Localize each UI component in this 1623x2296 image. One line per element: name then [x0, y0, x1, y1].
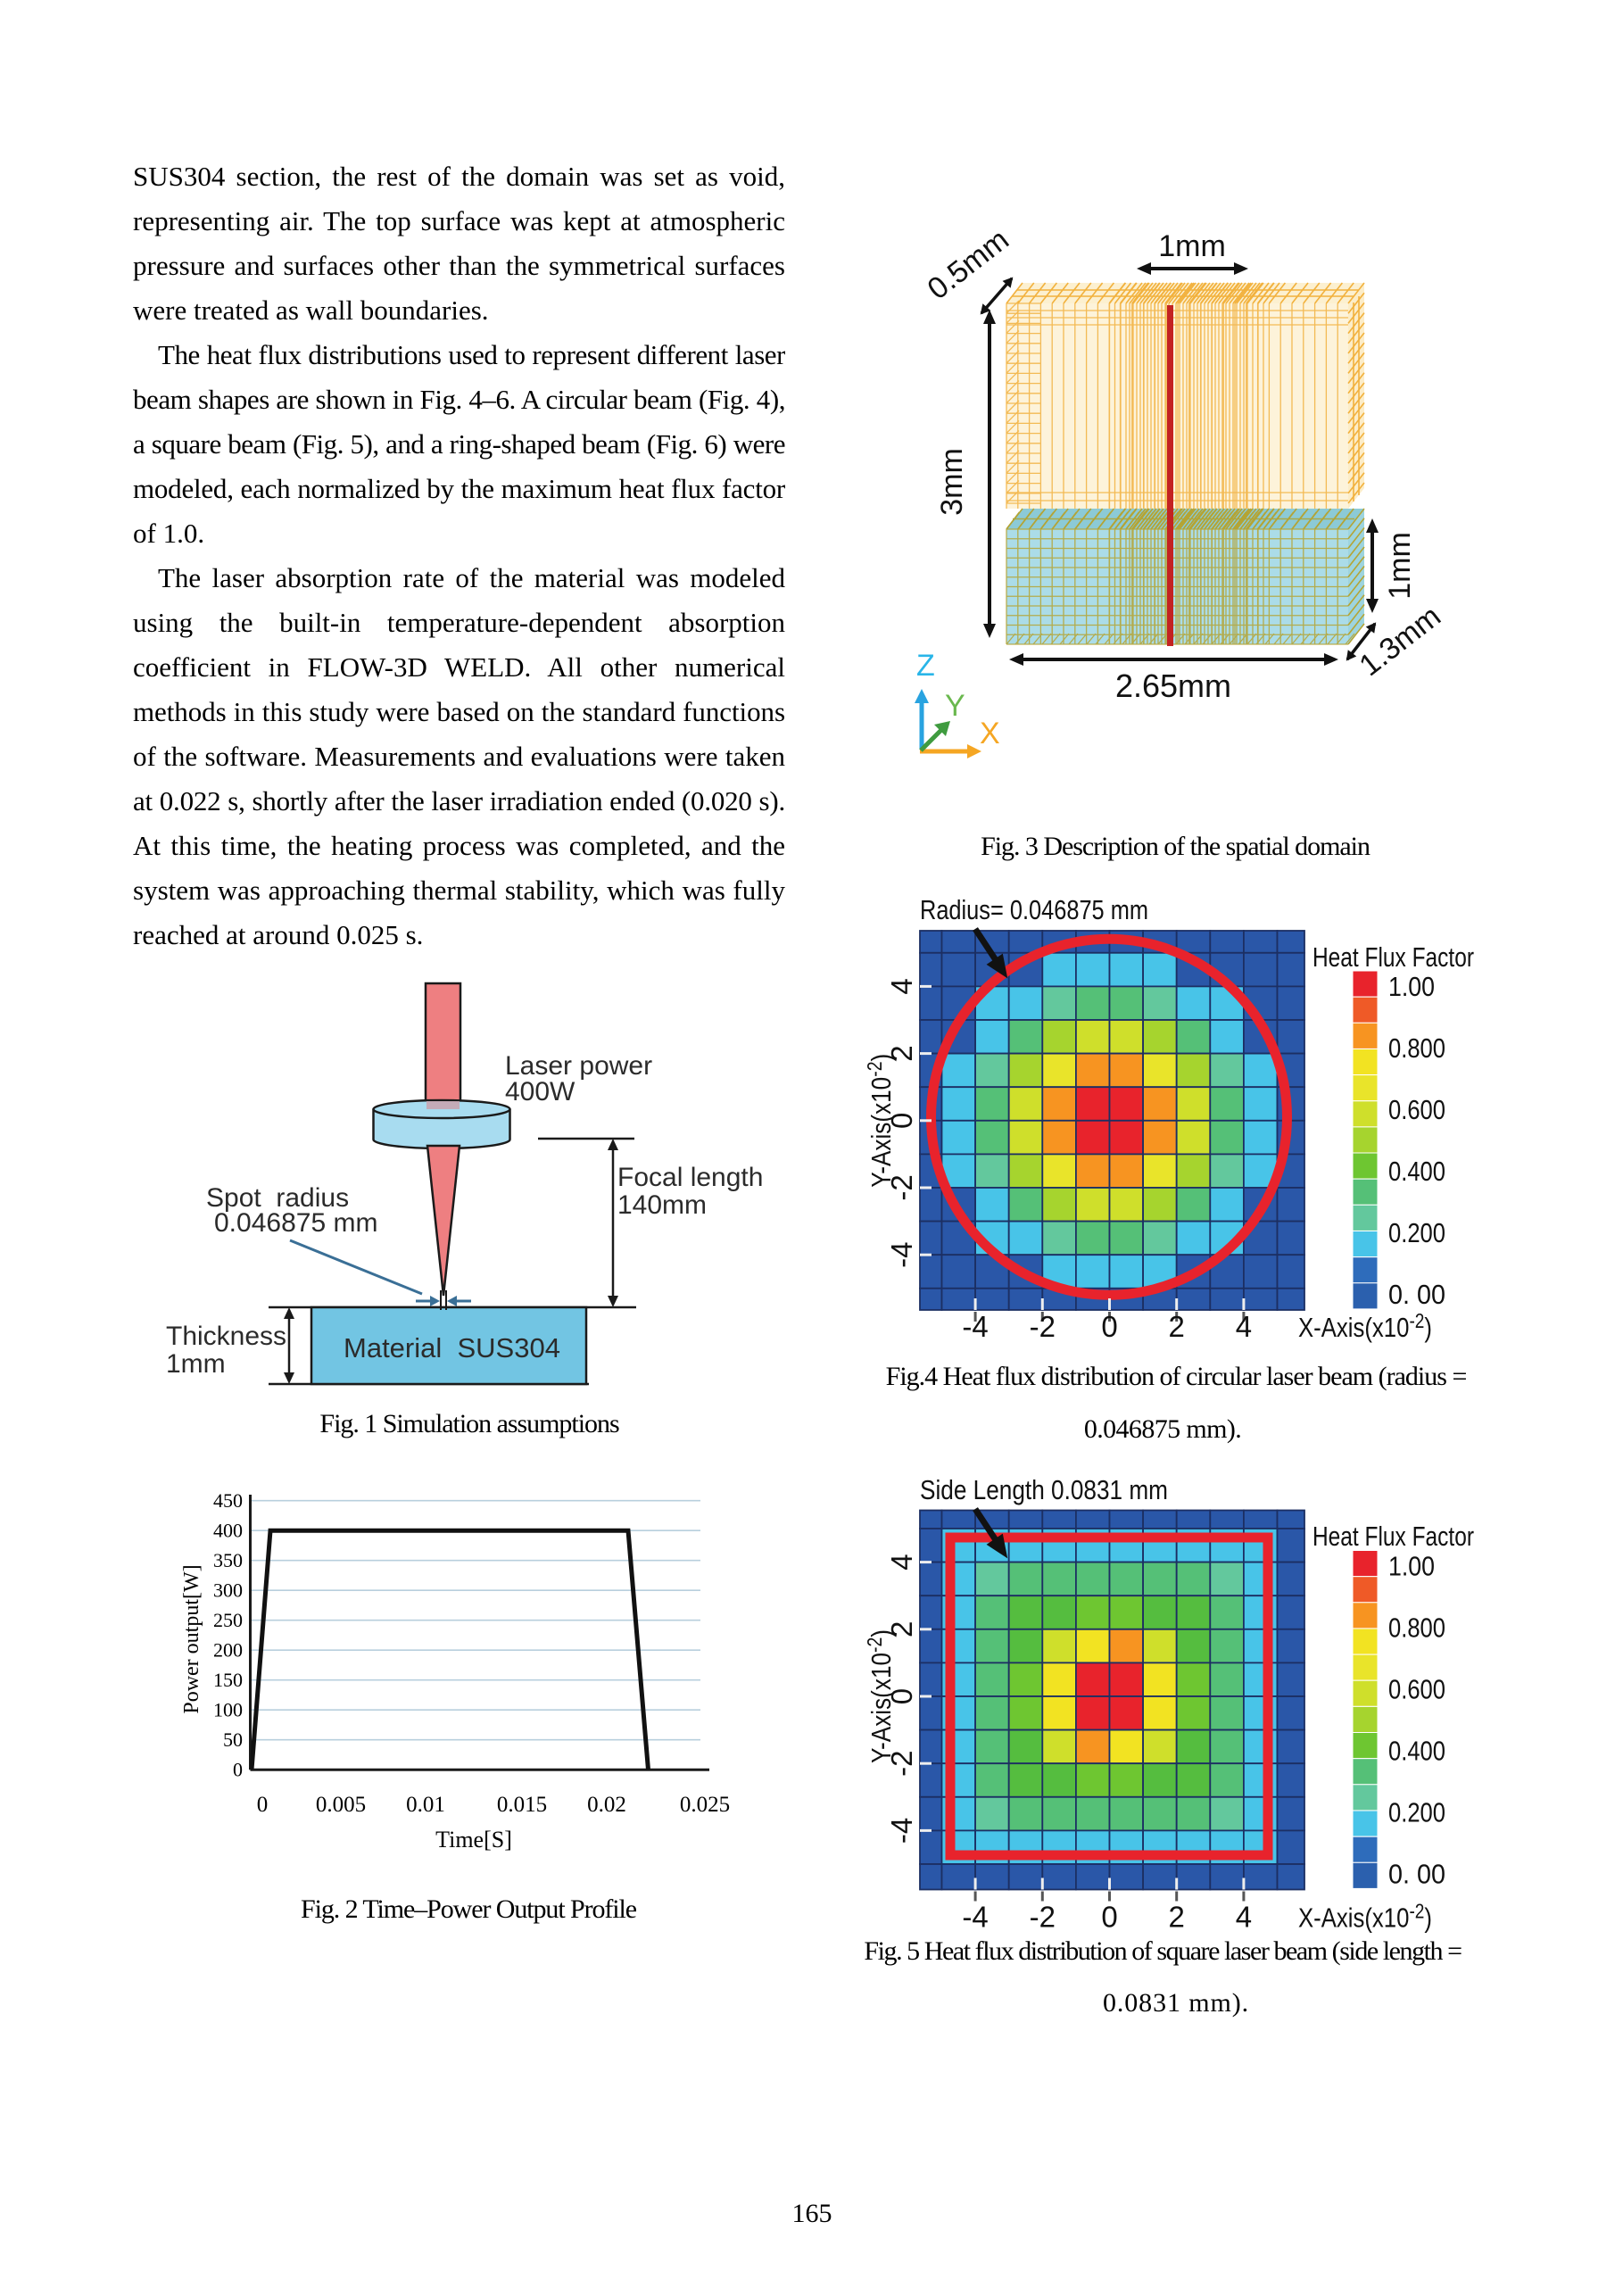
svg-text:200: 200	[213, 1639, 243, 1662]
svg-text:Y-Axis(x10-2): Y-Axis(x10-2)	[863, 1054, 897, 1188]
svg-text:Power output[W]: Power output[W]	[180, 1564, 203, 1713]
svg-text:0.025: 0.025	[680, 1793, 730, 1817]
svg-text:0.005: 0.005	[316, 1793, 366, 1817]
svg-text:-4: -4	[962, 1310, 988, 1343]
svg-text:300: 300	[213, 1579, 243, 1602]
svg-text:0: 0	[885, 1688, 918, 1704]
svg-text:0.600: 0.600	[1388, 1094, 1445, 1125]
svg-text:Z: Z	[916, 649, 935, 683]
svg-text:1mm: 1mm	[1158, 229, 1226, 263]
svg-text:4: 4	[1236, 1310, 1252, 1343]
svg-text:4: 4	[1236, 1901, 1252, 1934]
svg-text:Laser power: Laser power	[505, 1051, 652, 1081]
svg-text:0: 0	[1101, 1901, 1117, 1934]
svg-text:100: 100	[213, 1699, 243, 1721]
svg-text:-2: -2	[1030, 1310, 1056, 1343]
svg-text:3mm: 3mm	[935, 448, 969, 516]
svg-text:Material SUS304: Material SUS304	[344, 1332, 560, 1364]
svg-text:1.3mm: 1.3mm	[1354, 599, 1447, 683]
svg-text:1mm: 1mm	[166, 1349, 226, 1379]
svg-text:0: 0	[1101, 1310, 1117, 1343]
svg-text:140mm: 140mm	[617, 1190, 707, 1220]
svg-text:Focal length: Focal length	[617, 1163, 763, 1192]
svg-text:0.02: 0.02	[587, 1793, 626, 1817]
svg-text:0.800: 0.800	[1388, 1032, 1445, 1064]
svg-text:2: 2	[885, 1621, 918, 1637]
svg-text:-4: -4	[885, 1818, 918, 1844]
svg-text:0.01: 0.01	[406, 1793, 445, 1817]
svg-text:0. 00: 0. 00	[1388, 1279, 1445, 1310]
svg-text:2: 2	[1169, 1901, 1185, 1934]
svg-text:Spot radius: Spot radius	[206, 1183, 349, 1213]
svg-text:0.200: 0.200	[1388, 1797, 1445, 1828]
svg-text:4: 4	[885, 978, 918, 994]
svg-text:-2: -2	[1030, 1901, 1056, 1934]
svg-text:0: 0	[233, 1759, 243, 1781]
svg-text:0.600: 0.600	[1388, 1674, 1445, 1705]
svg-text:-4: -4	[962, 1901, 988, 1934]
svg-text:4: 4	[885, 1554, 918, 1570]
svg-text:0.046875 mm: 0.046875 mm	[214, 1208, 377, 1238]
svg-text:Y-Axis(x10-2): Y-Axis(x10-2)	[863, 1629, 897, 1763]
svg-text:0: 0	[257, 1793, 269, 1817]
svg-text:0: 0	[885, 1113, 918, 1129]
svg-text:0. 00: 0. 00	[1388, 1858, 1445, 1889]
svg-text:2: 2	[885, 1045, 918, 1061]
svg-text:2: 2	[1169, 1310, 1185, 1343]
svg-text:-2: -2	[885, 1174, 918, 1200]
svg-text:350: 350	[213, 1549, 243, 1571]
svg-text:400W: 400W	[505, 1077, 576, 1107]
svg-text:0.5mm: 0.5mm	[922, 222, 1015, 306]
svg-text:-2: -2	[885, 1751, 918, 1777]
svg-text:1mm: 1mm	[1383, 532, 1417, 600]
svg-text:50: 50	[223, 1728, 243, 1751]
svg-text:Radius= 0.046875 mm: Radius= 0.046875 mm	[920, 894, 1148, 925]
svg-text:Heat Flux Factor: Heat Flux Factor	[1312, 1521, 1474, 1552]
svg-text:X: X	[980, 717, 1000, 750]
svg-text:400: 400	[213, 1520, 243, 1542]
svg-text:2.65mm: 2.65mm	[1115, 667, 1231, 704]
svg-text:0.015: 0.015	[497, 1793, 547, 1817]
svg-text:150: 150	[213, 1669, 243, 1691]
svg-text:1.00: 1.00	[1388, 971, 1435, 1002]
svg-text:X-Axis(x10-2): X-Axis(x10-2)	[1298, 1309, 1432, 1343]
svg-text:Side Length 0.0831 mm: Side Length 0.0831 mm	[920, 1474, 1168, 1505]
svg-text:0.400: 0.400	[1388, 1156, 1445, 1187]
svg-text:450: 450	[213, 1489, 243, 1512]
svg-text:1.00: 1.00	[1388, 1551, 1435, 1582]
svg-text:0.200: 0.200	[1388, 1217, 1445, 1248]
svg-text:Heat Flux Factor: Heat Flux Factor	[1312, 941, 1474, 973]
svg-text:250: 250	[213, 1609, 243, 1631]
svg-text:0.800: 0.800	[1388, 1612, 1445, 1644]
svg-text:Y: Y	[945, 689, 965, 723]
svg-text:0.400: 0.400	[1388, 1736, 1445, 1767]
svg-text:Time[S]: Time[S]	[435, 1827, 512, 1853]
svg-text:-4: -4	[885, 1242, 918, 1268]
svg-text:Thickness: Thickness	[166, 1322, 286, 1351]
svg-text:X-Axis(x10-2): X-Axis(x10-2)	[1298, 1900, 1432, 1934]
